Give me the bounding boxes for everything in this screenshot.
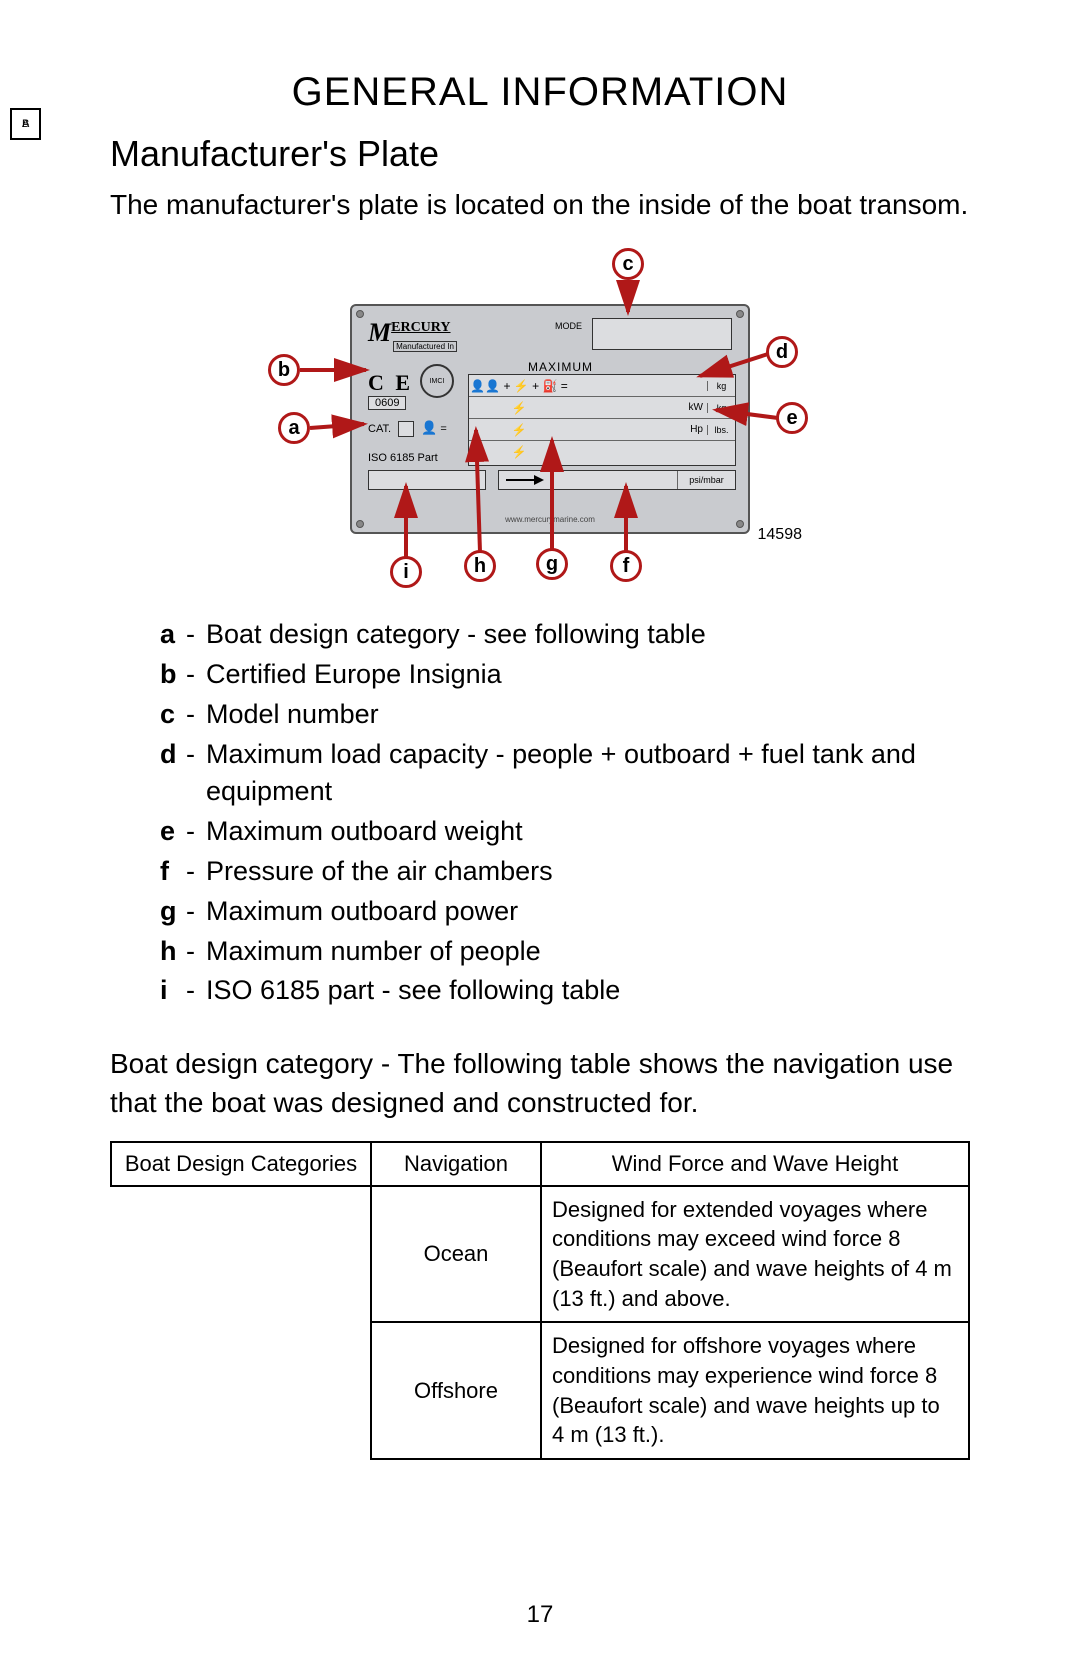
legend-item: h - Maximum number of people	[160, 933, 970, 971]
table-header-row: Boat Design Categories Navigation Wind F…	[111, 1142, 969, 1186]
legend-item: c - Model number	[160, 696, 970, 734]
callout-b: b	[268, 354, 300, 386]
boat-design-categories-table: Boat Design Categories Navigation Wind F…	[110, 1141, 970, 1461]
dash: -	[186, 853, 206, 891]
dash: -	[186, 656, 206, 694]
legend-key: e	[160, 813, 186, 851]
legend-text: Boat design category - see following tab…	[206, 616, 970, 654]
callout-f: f	[610, 550, 642, 582]
legend-key: b	[160, 656, 186, 694]
manufacturers-plate-diagram: M ERCURY Manufactured In MODE C E IMCI 0…	[260, 254, 820, 594]
table-row: B Offshore Designed for offshore voyages…	[111, 1322, 969, 1459]
legend-key: f	[160, 853, 186, 891]
dash: -	[186, 736, 206, 812]
legend-text: Pressure of the air chambers	[206, 853, 970, 891]
legend-text: Certified Europe Insignia	[206, 656, 970, 694]
callout-arrows	[260, 254, 820, 594]
intro-text: The manufacturer's plate is located on t…	[110, 185, 970, 224]
th-navigation: Navigation	[371, 1142, 541, 1186]
callout-i: i	[390, 556, 422, 588]
section-title: Manufacturer's Plate	[110, 133, 970, 175]
legend-key: h	[160, 933, 186, 971]
legend-item: e - Maximum outboard weight	[160, 813, 970, 851]
table-row: A Ocean Designed for extended voyages wh…	[111, 1186, 969, 1323]
callout-h: h	[464, 550, 496, 582]
callout-c: c	[612, 248, 644, 280]
legend-item: f - Pressure of the air chambers	[160, 853, 970, 891]
dash: -	[186, 696, 206, 734]
dash: -	[186, 893, 206, 931]
dash: -	[186, 933, 206, 971]
legend-text: Maximum outboard power	[206, 893, 970, 931]
legend-list: a - Boat design category - see following…	[160, 616, 970, 1010]
legend-item: d - Maximum load capacity - people + out…	[160, 736, 970, 812]
td-desc: Designed for extended voyages where cond…	[541, 1186, 969, 1323]
callout-a: a	[278, 412, 310, 444]
td-nav: Ocean	[371, 1186, 541, 1323]
legend-text: Maximum load capacity - people + outboar…	[206, 736, 970, 812]
callout-g: g	[536, 548, 568, 580]
legend-text: Model number	[206, 696, 970, 734]
dash: -	[186, 972, 206, 1010]
th-wind: Wind Force and Wave Height	[541, 1142, 969, 1186]
page-number: 17	[0, 1601, 1080, 1629]
legend-text: Maximum outboard weight	[206, 813, 970, 851]
legend-item: i - ISO 6185 part - see following table	[160, 972, 970, 1010]
td-desc: Designed for offshore voyages where cond…	[541, 1322, 969, 1459]
callout-d: d	[766, 336, 798, 368]
legend-key: a	[160, 616, 186, 654]
page-title: GENERAL INFORMATION	[110, 70, 970, 115]
td-cat: B	[10, 108, 41, 140]
callout-e: e	[776, 402, 808, 434]
th-categories: Boat Design Categories	[111, 1142, 371, 1186]
legend-item: a - Boat design category - see following…	[160, 616, 970, 654]
dash: -	[186, 813, 206, 851]
table-intro: Boat design category - The following tab…	[110, 1044, 970, 1122]
diagram-container: M ERCURY Manufactured In MODE C E IMCI 0…	[110, 254, 970, 594]
legend-key: g	[160, 893, 186, 931]
legend-text: ISO 6185 part - see following table	[206, 972, 970, 1010]
legend-text: Maximum number of people	[206, 933, 970, 971]
dash: -	[186, 616, 206, 654]
legend-key: i	[160, 972, 186, 1010]
legend-key: d	[160, 736, 186, 812]
legend-item: b - Certified Europe Insignia	[160, 656, 970, 694]
legend-key: c	[160, 696, 186, 734]
legend-item: g - Maximum outboard power	[160, 893, 970, 931]
td-nav: Offshore	[371, 1322, 541, 1459]
